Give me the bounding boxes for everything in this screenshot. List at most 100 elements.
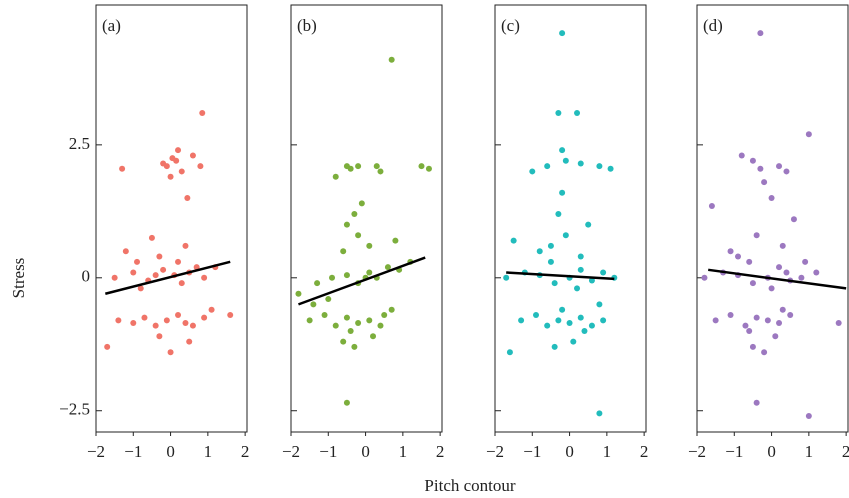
fit-line <box>298 256 426 306</box>
point <box>835 319 842 326</box>
fit-line <box>506 271 615 281</box>
x-tick-label: −1 <box>523 442 541 461</box>
point <box>163 317 170 324</box>
point <box>119 165 126 172</box>
point <box>559 30 566 37</box>
point <box>381 312 388 319</box>
point <box>314 280 321 287</box>
point <box>152 322 159 329</box>
point <box>199 109 206 116</box>
point <box>343 314 350 321</box>
point <box>167 349 174 356</box>
point <box>547 242 554 249</box>
point <box>377 168 384 175</box>
point <box>122 248 129 255</box>
point <box>783 168 790 175</box>
x-tick-label: 1 <box>603 442 612 461</box>
point <box>757 165 764 172</box>
point <box>746 258 753 265</box>
y-axis-label: Stress <box>9 258 28 299</box>
point <box>111 274 118 281</box>
point <box>779 242 786 249</box>
point <box>753 232 760 239</box>
point <box>152 272 159 279</box>
point <box>708 203 715 210</box>
point <box>518 317 525 324</box>
point <box>738 152 745 159</box>
x-tick-label: 0 <box>767 442 776 461</box>
x-tick-label: −1 <box>124 442 142 461</box>
point <box>596 163 603 170</box>
point <box>189 152 196 159</box>
point <box>779 306 786 313</box>
point <box>566 319 573 326</box>
fit-line <box>105 260 231 295</box>
point <box>306 317 313 324</box>
point <box>506 349 513 356</box>
point <box>373 163 380 170</box>
point <box>325 296 332 303</box>
point <box>388 306 395 313</box>
panel-frame <box>290 4 443 433</box>
point <box>355 163 362 170</box>
point <box>510 237 517 244</box>
x-tick-label: −2 <box>87 442 105 461</box>
point <box>753 399 760 406</box>
point <box>351 210 358 217</box>
point <box>805 413 812 420</box>
point <box>585 221 592 228</box>
point <box>134 258 141 265</box>
point <box>366 242 373 249</box>
point <box>310 301 317 308</box>
point <box>790 216 797 223</box>
point <box>555 109 562 116</box>
point <box>184 195 191 202</box>
y-tick-label: 0 <box>82 267 91 286</box>
point <box>384 264 391 271</box>
point <box>787 312 794 319</box>
point <box>141 314 148 321</box>
fit-line <box>708 268 847 290</box>
point <box>347 165 354 172</box>
x-tick-label: 1 <box>399 442 408 461</box>
point <box>332 322 339 329</box>
panel-frame <box>95 4 248 433</box>
point <box>547 258 554 265</box>
point <box>175 312 182 319</box>
panel-frame <box>494 4 647 433</box>
point <box>772 333 779 340</box>
point <box>173 157 180 164</box>
point <box>768 285 775 292</box>
point <box>201 314 208 321</box>
point <box>227 312 234 319</box>
point <box>570 338 577 345</box>
point <box>178 280 185 287</box>
point <box>757 30 764 37</box>
point <box>175 258 182 265</box>
point <box>727 312 734 319</box>
point <box>178 168 185 175</box>
point <box>607 165 614 172</box>
point <box>295 290 302 297</box>
point <box>761 349 768 356</box>
point <box>600 317 607 324</box>
point <box>805 131 812 138</box>
x-tick-label: 2 <box>241 442 250 461</box>
point <box>600 269 607 276</box>
x-tick-label: 0 <box>166 442 175 461</box>
panel-frame <box>696 4 849 433</box>
point <box>340 338 347 345</box>
point <box>418 163 425 170</box>
point <box>355 319 362 326</box>
point <box>802 258 809 265</box>
point <box>197 163 204 170</box>
point <box>529 168 536 175</box>
point <box>329 274 336 281</box>
point <box>727 248 734 255</box>
x-tick-label: −1 <box>319 442 337 461</box>
point <box>340 248 347 255</box>
point <box>366 317 373 324</box>
point <box>366 269 373 276</box>
point <box>749 343 756 350</box>
point <box>562 232 569 239</box>
